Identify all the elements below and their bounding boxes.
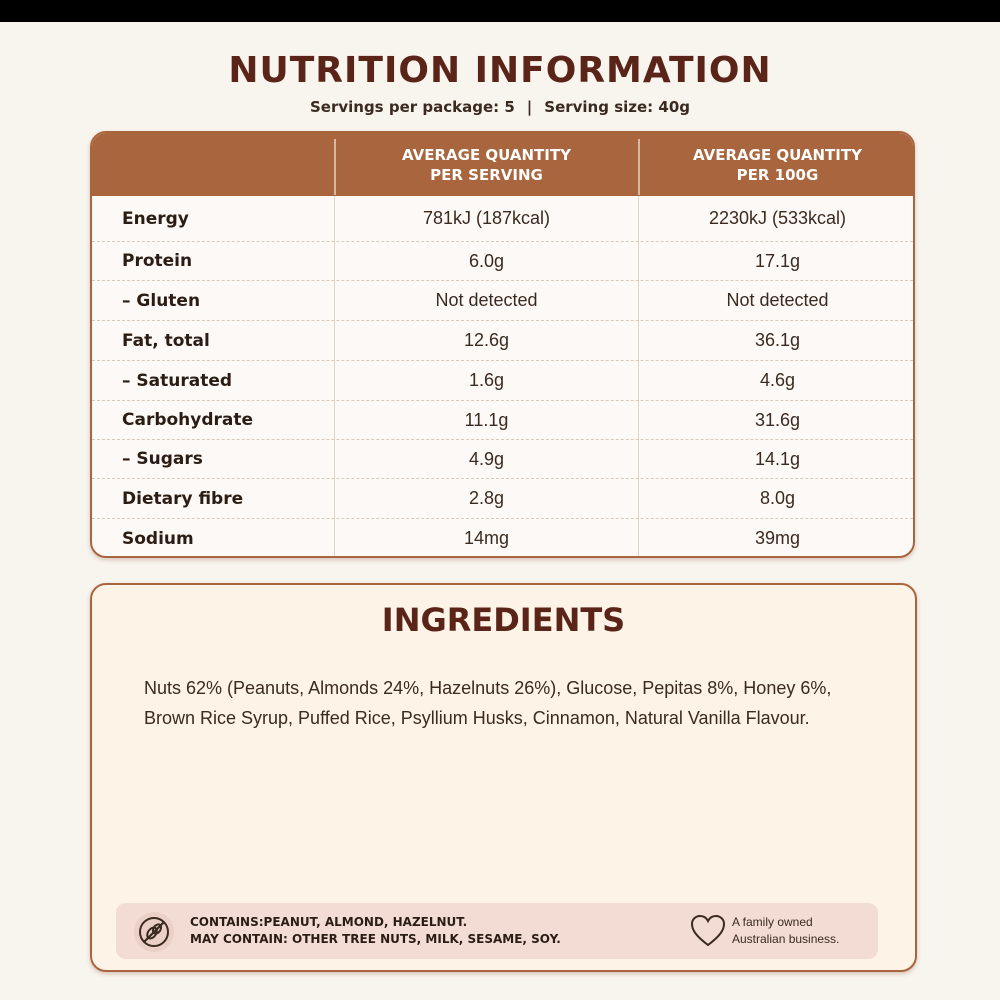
per-serving-value: 1.6g [468, 370, 505, 390]
table-row: – Sugars 4.9g 14.1g [92, 440, 913, 479]
contains-text: CONTAINS:PEANUT, ALMOND, HAZELNUT. [190, 915, 468, 929]
per-100g-value: 4.6g [759, 370, 796, 390]
per-serving-value: Not detected [435, 290, 538, 310]
allergen-text: CONTAINS:PEANUT, ALMOND, HAZELNUT. MAY C… [190, 914, 561, 948]
ingredients-title: INGREDIENTS [381, 601, 626, 639]
nutrient-label: – Gluten [122, 290, 201, 311]
page: NUTRITION INFORMATION Servings per packa… [0, 22, 1000, 1000]
column-header-per-serving: AVERAGE QUANTITY PER SERVING [335, 133, 638, 196]
table-body: Energy 781kJ (187kcal) 2230kJ (533kcal) … [92, 196, 913, 556]
per-100g-value: 17.1g [754, 250, 801, 271]
heart-icon [690, 914, 726, 947]
per-serving-value: 11.1g [464, 409, 509, 430]
per-serving-value: 6.0g [468, 250, 505, 271]
nutrition-table: AVERAGE QUANTITY PER SERVING AVERAGE QUA… [90, 131, 915, 558]
table-row: – Gluten Not detected Not detected [92, 281, 913, 321]
per-serving-value: 781kJ (187kcal) [422, 208, 551, 228]
table-row: Sodium 14mg 39mg [92, 519, 913, 556]
per-100g-value: Not detected [726, 290, 829, 310]
table-row: Fat, total 12.6g 36.1g [92, 321, 913, 361]
table-row: Dietary fibre 2.8g 8.0g [92, 479, 913, 519]
separator: | [526, 98, 533, 116]
serving-size: Serving size: 40g [544, 98, 691, 116]
may-contain-text: MAY CONTAIN: OTHER TREE NUTS, MILK, SESA… [190, 932, 561, 946]
table-row: – Saturated 1.6g 4.6g [92, 361, 913, 401]
per-100g-value: 36.1g [754, 330, 801, 350]
column-header-per-100g: AVERAGE QUANTITY PER 100G [640, 133, 913, 196]
column-header-line: PER 100G [736, 165, 819, 184]
table-row: Energy 781kJ (187kcal) 2230kJ (533kcal) [92, 196, 913, 242]
column-divider [638, 196, 639, 556]
per-serving-value: 14mg [463, 528, 510, 548]
per-100g-value: 8.0g [759, 488, 796, 508]
per-100g-value: 31.6g [754, 409, 801, 430]
table-row: Carbohydrate 11.1g 31.6g [92, 401, 913, 440]
header-divider [334, 139, 336, 195]
nutrient-label: – Sugars [122, 449, 203, 469]
per-100g-value: 14.1g [754, 448, 801, 469]
per-serving-value: 4.9g [468, 448, 505, 469]
column-header-line: AVERAGE QUANTITY [693, 145, 862, 164]
nutrient-label: Sodium [122, 528, 194, 549]
nutrient-label: Energy [122, 208, 189, 229]
ingredients-card: INGREDIENTS Nuts 62% (Peanuts, Almonds 2… [90, 583, 917, 972]
servings-per-package: Servings per package: 5 [309, 98, 515, 116]
table-row: Protein 6.0g 17.1g [92, 242, 913, 281]
nutrient-label: – Saturated [122, 370, 233, 391]
header-divider [638, 139, 640, 195]
nutrient-label: Protein [122, 251, 193, 271]
serving-info: Servings per package: 5 | Serving size: 40… [0, 98, 1000, 116]
column-divider [334, 196, 335, 556]
column-header-line: PER SERVING [430, 165, 543, 184]
nutrient-label: Dietary fibre [122, 488, 244, 509]
ingredients-text: Nuts 62% (Peanuts, Almonds 24%, Hazelnut… [144, 678, 832, 728]
family-line-2: Australian business. [732, 932, 840, 946]
per-serving-value: 2.8g [468, 488, 505, 508]
table-header: AVERAGE QUANTITY PER SERVING AVERAGE QUA… [92, 133, 913, 196]
page-title: NUTRITION INFORMATION [228, 50, 772, 91]
per-100g-value: 39mg [754, 528, 801, 548]
column-header-line: AVERAGE QUANTITY [402, 145, 571, 164]
per-100g-value: 2230kJ (533kcal) [708, 208, 847, 228]
family-line-1: A family owned [732, 915, 813, 929]
allergen-bar: CONTAINS:PEANUT, ALMOND, HAZELNUT. MAY C… [116, 903, 878, 959]
nutrient-label: Fat, total [122, 330, 210, 351]
nutrient-label: Carbohydrate [122, 410, 254, 430]
family-business-text: A family owned Australian business. [732, 914, 839, 948]
no-nuts-icon [134, 912, 174, 952]
per-serving-value: 12.6g [463, 330, 510, 350]
